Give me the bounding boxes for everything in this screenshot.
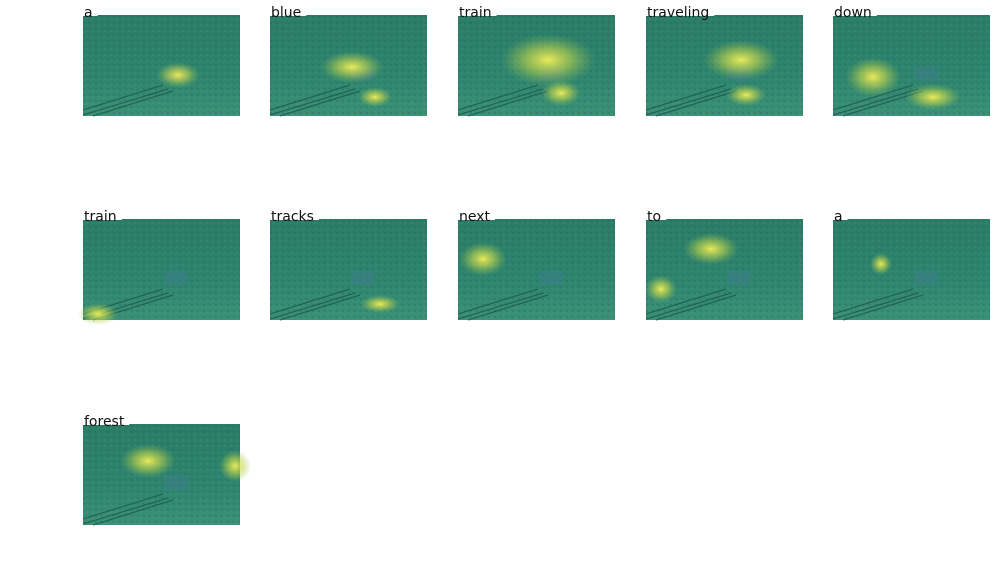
attention-blob — [360, 295, 400, 313]
attention-blob — [870, 253, 892, 275]
word-label: to — [646, 207, 667, 225]
word-text: train — [459, 5, 492, 21]
word-text: tracks — [271, 209, 314, 225]
word-text: forest — [84, 414, 125, 430]
label-background — [458, 207, 496, 220]
train-silhouette — [165, 271, 187, 285]
attention-panel — [645, 15, 803, 117]
attention-panel — [645, 219, 803, 321]
word-label: train — [83, 207, 122, 225]
word-text: next — [459, 209, 491, 225]
word-text: to — [647, 209, 661, 225]
attention-blob — [726, 84, 766, 106]
attention-panel — [269, 219, 427, 321]
word-label: down — [833, 3, 877, 21]
panel-texture — [270, 219, 427, 320]
track-lines — [645, 84, 737, 117]
track-lines — [269, 84, 361, 117]
train-silhouette — [352, 271, 374, 285]
word-label: next — [458, 207, 496, 225]
word-text: a — [84, 5, 93, 21]
attention-blob — [645, 275, 677, 303]
word-label: train — [458, 3, 497, 21]
word-label: forest — [83, 412, 130, 430]
label-background — [83, 3, 98, 16]
train-silhouette — [915, 67, 937, 81]
word-label: blue — [270, 3, 307, 21]
attention-blob — [120, 444, 176, 478]
word-text: blue — [271, 5, 301, 21]
track-lines — [82, 84, 174, 117]
track-lines — [832, 288, 924, 321]
attention-panel — [82, 15, 240, 117]
word-label: traveling — [646, 3, 715, 21]
attention-blob — [78, 303, 118, 325]
panel-texture — [83, 219, 240, 320]
attention-panel — [457, 219, 615, 321]
train-silhouette — [540, 271, 562, 285]
panel-texture — [646, 219, 803, 320]
label-background — [270, 3, 307, 16]
label-background — [83, 412, 130, 425]
track-lines — [457, 84, 549, 117]
word-text: traveling — [647, 5, 709, 21]
attention-blob — [703, 40, 779, 80]
word-label: a — [83, 3, 98, 21]
label-background — [83, 207, 122, 220]
label-background — [833, 3, 877, 16]
attention-panel — [269, 15, 427, 117]
word-label: a — [833, 207, 848, 225]
label-background — [833, 207, 848, 220]
attention-blob — [358, 87, 392, 107]
attention-panel — [78, 219, 240, 325]
word-text: train — [84, 209, 117, 225]
label-background — [646, 207, 667, 220]
word-label: tracks — [270, 207, 319, 225]
attention-blob — [219, 450, 251, 482]
label-background — [646, 3, 715, 16]
label-background — [270, 207, 319, 220]
word-text: down — [834, 5, 872, 21]
track-lines — [457, 288, 549, 321]
attention-blob — [683, 233, 739, 265]
attention-blob — [845, 57, 901, 97]
attention-panel — [82, 424, 251, 526]
word-text: a — [834, 209, 843, 225]
attention-blob — [541, 80, 581, 106]
label-background — [458, 3, 497, 16]
track-lines — [269, 288, 361, 321]
attention-panel — [832, 219, 990, 321]
attention-blob — [320, 51, 384, 83]
track-lines — [645, 288, 737, 321]
attention-blob — [905, 84, 961, 110]
panel-texture — [833, 219, 990, 320]
attention-panel — [832, 15, 990, 117]
train-silhouette — [165, 476, 187, 490]
track-lines — [82, 493, 174, 526]
attention-blob — [459, 242, 507, 276]
panel-texture — [83, 15, 240, 116]
attention-panel — [457, 15, 615, 117]
attention-blob — [500, 34, 596, 86]
train-silhouette — [915, 271, 937, 285]
attention-blob — [156, 62, 200, 88]
train-silhouette — [728, 271, 750, 285]
